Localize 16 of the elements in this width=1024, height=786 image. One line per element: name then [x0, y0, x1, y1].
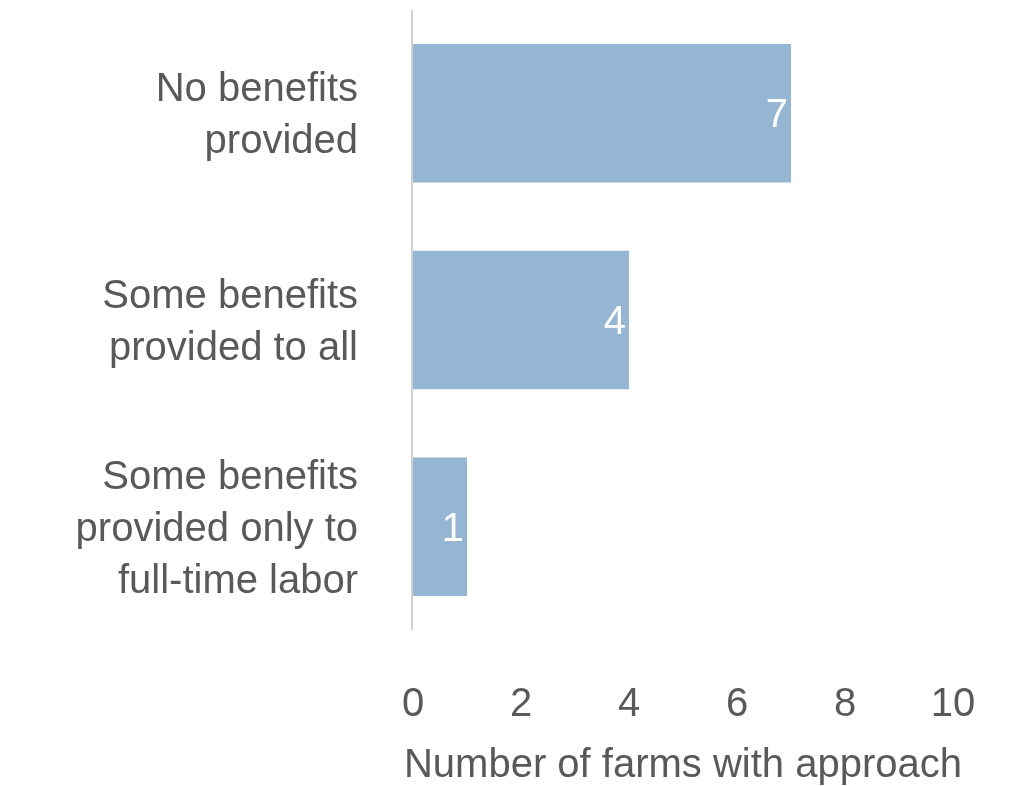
data-label: 4	[603, 298, 626, 342]
bar	[413, 44, 791, 183]
y-tick-label: Some benefits provided only to full-time labor	[75, 452, 358, 601]
y-tick-label: No benefits provided	[155, 65, 358, 162]
data-label: 7	[765, 91, 788, 136]
bar	[413, 457, 467, 596]
x-tick-label: 10	[930, 680, 976, 724]
x-tick-label: 0	[401, 680, 425, 724]
data-label: 1	[441, 504, 464, 549]
x-tick-label: 2	[509, 680, 533, 724]
x-tick-label: 8	[833, 680, 857, 724]
x-tick-label: 4	[617, 680, 641, 724]
bar	[413, 250, 629, 390]
y-tick-label: Some benefits provided to all	[102, 272, 358, 368]
x-axis-title: Number of farms with approach	[403, 740, 963, 785]
x-tick-label: 6	[725, 680, 749, 724]
